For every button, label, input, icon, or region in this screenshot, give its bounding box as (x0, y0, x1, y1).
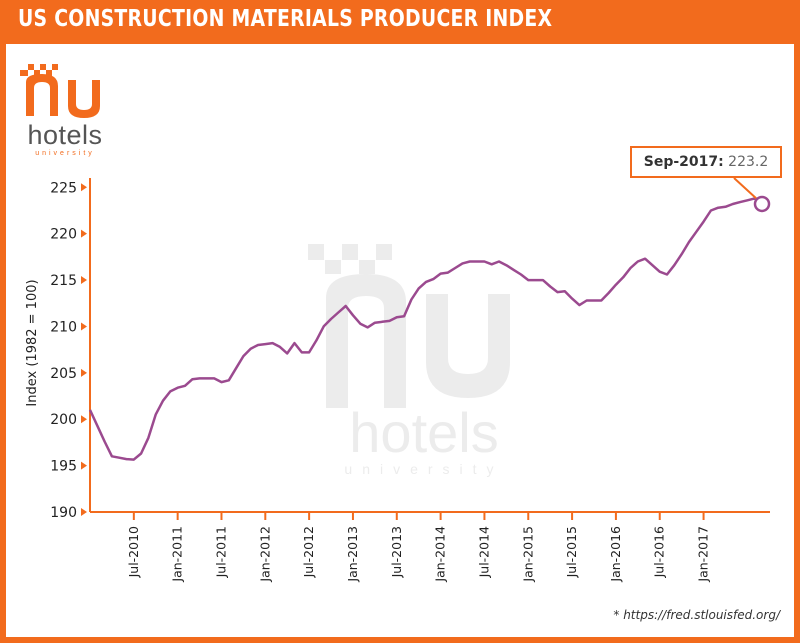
callout-label: Sep-2017: (643, 154, 724, 170)
logo-subtitle: university (35, 150, 95, 157)
watermark-wordmark: hotels (349, 401, 499, 464)
y-tick-label: 195 (50, 459, 77, 475)
x-tick-label: Jan-2015 (520, 526, 535, 583)
callout-pointer (733, 177, 759, 201)
y-tick-mark (81, 229, 87, 238)
title-bar: US CONSTRUCTION MATERIALS PRODUCER INDEX (6, 0, 794, 44)
y-tick-mark (81, 368, 87, 377)
hotels-university-logo (20, 64, 100, 118)
x-tick-label: Jan-2016 (608, 526, 623, 583)
highlight-point (753, 195, 771, 213)
y-tick-mark (81, 183, 87, 192)
x-tick-label: Jan-2017 (696, 526, 711, 583)
x-tick-label: Jul-2012 (301, 526, 316, 578)
source-note: * https://fred.stlouisfed.org/ (613, 608, 780, 622)
y-tick-mark (81, 415, 87, 424)
watermark-subtitle: university (344, 461, 504, 477)
x-tick-label: Jul-2011 (213, 526, 228, 578)
x-tick-label: Jan-2014 (433, 526, 448, 583)
x-tick-label: Jul-2015 (564, 526, 579, 578)
latest-value-callout: Sep-2017: 223.2 (630, 146, 782, 178)
y-tick-label: 220 (50, 227, 77, 243)
y-tick-label: 205 (50, 366, 77, 382)
x-tick-label: Jul-2016 (652, 526, 667, 578)
x-tick-label: Jan-2012 (257, 526, 272, 583)
y-tick-label: 200 (50, 412, 77, 428)
y-tick-label: 210 (50, 319, 77, 335)
logo-wordmark: hotels (27, 120, 103, 150)
y-tick-mark (81, 508, 87, 516)
chart-title: US CONSTRUCTION MATERIALS PRODUCER INDEX (18, 6, 553, 32)
y-tick-mark (81, 276, 87, 285)
y-tick-label: 215 (50, 273, 77, 289)
callout-value: 223.2 (728, 154, 769, 170)
x-tick-label: Jan-2011 (170, 526, 185, 583)
x-tick-label: Jul-2013 (389, 526, 404, 578)
y-tick-label: 190 (50, 505, 77, 521)
y-tick-label: 225 (50, 180, 77, 196)
line-chart: 190 195 200 205 210 215 220 225 Jul-2010 Jan-2011… (50, 177, 771, 583)
y-tick-mark (81, 461, 87, 470)
y-tick-mark (81, 322, 87, 331)
x-tick-label: Jan-2013 (345, 526, 360, 583)
x-tick-label: Jul-2014 (476, 526, 491, 578)
series-line (88, 197, 763, 461)
x-tick-label: Jul-2010 (126, 526, 141, 578)
